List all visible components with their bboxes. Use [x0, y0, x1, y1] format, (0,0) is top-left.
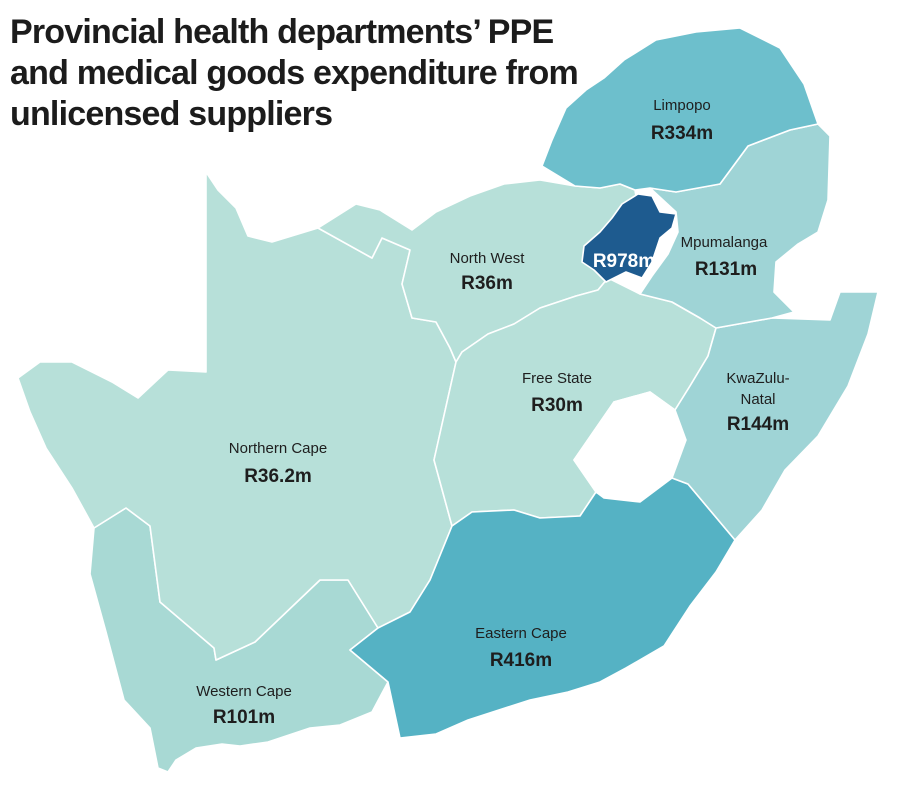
label-kwazulu-natal-value: R144m: [727, 414, 789, 435]
label-kwazulu-natal-name-2: Natal: [740, 391, 775, 408]
label-limpopo-value: R334m: [651, 123, 713, 144]
label-western-cape-name: Western Cape: [196, 683, 292, 700]
title-line-3: unlicensed suppliers: [10, 95, 333, 133]
label-northern-cape-name: Northern Cape: [229, 440, 327, 457]
province-gauteng[interactable]: [581, 193, 677, 283]
label-north-west-name: North West: [450, 250, 526, 267]
label-kwazulu-natal-name-1: KwaZulu-: [726, 370, 789, 387]
label-eastern-cape-name: Eastern Cape: [475, 625, 567, 642]
map-title: Provincial health departments’ PPE and m…: [10, 12, 579, 135]
province-eastern-cape[interactable]: [349, 477, 736, 739]
province-kwazulu-natal[interactable]: [671, 291, 879, 541]
label-limpopo-name: Limpopo: [653, 97, 711, 114]
title-line-2: and medical goods expenditure from: [10, 54, 579, 92]
label-gauteng-value: R978m: [593, 251, 655, 272]
title-line-1: Provincial health departments’ PPE: [10, 13, 554, 51]
label-mpumalanga-value: R131m: [695, 259, 757, 280]
label-northern-cape-value: R36.2m: [244, 466, 312, 487]
label-north-west-value: R36m: [461, 273, 513, 294]
province-limpopo[interactable]: [541, 27, 819, 193]
label-eastern-cape-value: R416m: [490, 650, 552, 671]
province-northern-cape[interactable]: [17, 171, 457, 661]
label-free-state-value: R30m: [531, 395, 583, 416]
label-western-cape-value: R101m: [213, 707, 275, 728]
label-mpumalanga-name: Mpumalanga: [681, 234, 768, 251]
label-free-state-name: Free State: [522, 370, 592, 387]
